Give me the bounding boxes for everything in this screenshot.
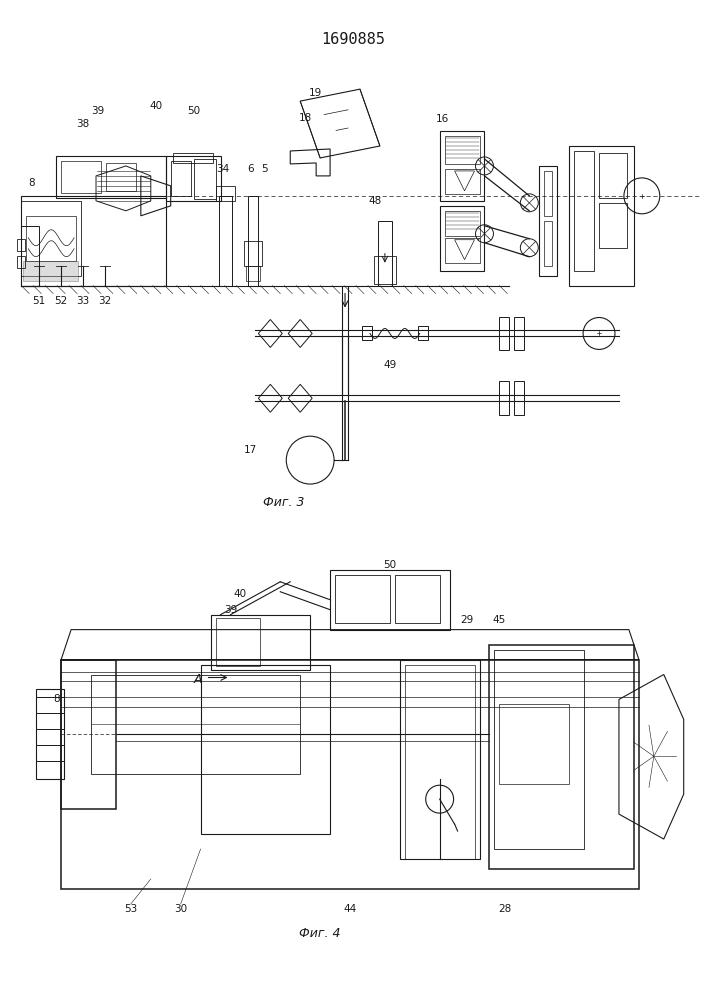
Bar [21, 201, 81, 276]
Bar [539, 166, 557, 276]
Bar [26, 216, 76, 261]
Text: 48: 48 [368, 196, 382, 206]
Text: 30: 30 [174, 904, 187, 914]
Bar [499, 381, 509, 415]
Bar [21, 226, 40, 286]
Bar [173, 153, 213, 163]
Bar [374, 256, 396, 284]
Bar [544, 221, 552, 266]
Bar [599, 153, 627, 198]
Bar [248, 196, 258, 286]
Bar [335, 575, 390, 623]
Bar [405, 665, 474, 859]
Text: 33: 33 [76, 296, 90, 306]
Bar [445, 211, 479, 236]
Text: 5: 5 [261, 164, 268, 174]
Text: 51: 51 [33, 296, 46, 306]
Text: 18: 18 [298, 113, 312, 123]
Bar [36, 689, 64, 779]
Text: 19: 19 [308, 88, 322, 98]
Text: Фиг. 3: Фиг. 3 [262, 496, 304, 509]
Bar [515, 317, 525, 350]
Bar [170, 161, 191, 196]
Bar [445, 169, 479, 194]
Text: 17: 17 [244, 445, 257, 455]
Bar [165, 156, 221, 201]
Text: 50: 50 [187, 106, 200, 116]
Bar [378, 221, 392, 286]
Bar [400, 660, 479, 859]
Text: 40: 40 [234, 589, 247, 599]
Bar [395, 575, 440, 623]
Bar [21, 196, 165, 286]
Text: 8: 8 [28, 178, 35, 188]
Text: 8: 8 [53, 694, 59, 704]
Bar [61, 161, 101, 193]
Bar [18, 256, 25, 268]
Bar [362, 326, 372, 340]
Text: 6: 6 [247, 164, 254, 174]
Bar [91, 675, 300, 774]
Bar [569, 146, 634, 286]
Bar [211, 615, 310, 670]
Text: A: A [194, 673, 203, 686]
Text: 38: 38 [76, 119, 90, 129]
Bar [599, 203, 627, 248]
Text: 50: 50 [383, 560, 397, 570]
Bar [23, 261, 78, 281]
Text: 34: 34 [216, 164, 229, 174]
Text: 16: 16 [436, 114, 449, 124]
Bar [544, 171, 552, 216]
Text: 52: 52 [54, 296, 68, 306]
Bar [418, 326, 428, 340]
Bar [445, 238, 479, 263]
Text: 39: 39 [91, 106, 105, 116]
Bar [106, 163, 136, 191]
Bar [494, 650, 584, 849]
Text: 32: 32 [98, 296, 112, 306]
Bar [574, 151, 594, 271]
Bar [445, 136, 479, 164]
Bar [218, 196, 233, 286]
Bar [440, 206, 484, 271]
Text: 45: 45 [493, 615, 506, 625]
Bar [245, 241, 262, 266]
Bar [18, 239, 25, 251]
Text: 28: 28 [498, 904, 511, 914]
Bar [194, 159, 216, 199]
Bar [216, 186, 235, 201]
Bar [56, 156, 165, 198]
Bar [201, 665, 330, 834]
Text: 39: 39 [224, 605, 237, 615]
Text: 49: 49 [383, 360, 397, 370]
Bar [499, 704, 569, 784]
Text: 29: 29 [460, 615, 473, 625]
Bar [247, 266, 260, 281]
Bar [489, 645, 634, 869]
Bar [515, 381, 525, 415]
Bar [216, 618, 260, 666]
Text: Фиг. 4: Фиг. 4 [299, 927, 341, 940]
Text: 44: 44 [344, 904, 356, 914]
Bar [330, 570, 450, 630]
Bar [499, 317, 509, 350]
Text: 40: 40 [149, 101, 163, 111]
Bar [61, 660, 116, 809]
Text: 53: 53 [124, 904, 137, 914]
Text: 1690885: 1690885 [321, 32, 385, 47]
Bar [440, 131, 484, 201]
